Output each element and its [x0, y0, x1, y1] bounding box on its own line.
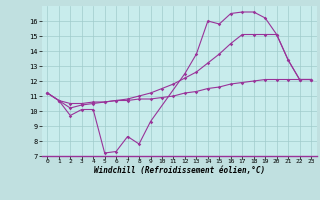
X-axis label: Windchill (Refroidissement éolien,°C): Windchill (Refroidissement éolien,°C) [94, 166, 265, 175]
